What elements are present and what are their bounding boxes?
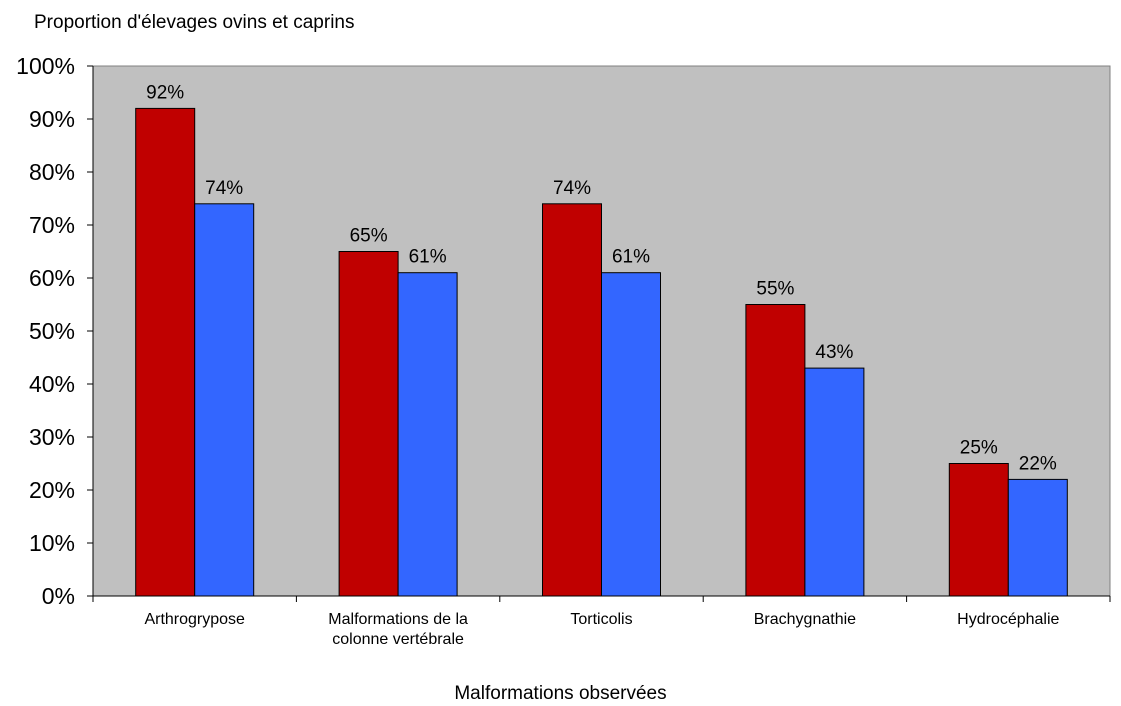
bar (397, 272, 458, 597)
bar (804, 367, 865, 597)
x-tick-label: Arthrogrypose (144, 611, 245, 628)
data-label: 61% (409, 247, 447, 268)
data-label: 55% (756, 279, 794, 300)
x-axis: Arthrogrypose Malformations de la colonne … (92, 595, 1111, 648)
data-label: 74% (553, 178, 591, 199)
y-axis: 0% 10% 20% 30% 40% 50% 60% 70% 80% 90% 100% (16, 53, 94, 609)
bar (194, 203, 255, 597)
y-tick-label: 60% (29, 265, 75, 291)
y-tick-label: 100% (16, 53, 75, 79)
y-tick-label: 50% (29, 318, 75, 344)
bar (1007, 478, 1068, 597)
data-label: 22% (1019, 453, 1057, 474)
y-tick-label: 30% (29, 424, 75, 450)
data-label: 25% (960, 438, 998, 459)
y-tick-label: 20% (29, 477, 75, 503)
data-label: 61% (612, 247, 650, 268)
y-tick-label: 70% (29, 212, 75, 238)
x-axis-title: Malformations observées (454, 683, 667, 704)
bar (745, 304, 806, 597)
y-tick-label: 80% (29, 159, 75, 185)
data-label: 65% (350, 226, 388, 247)
bars (135, 107, 1068, 597)
y-tick-label: 40% (29, 371, 75, 397)
bar (601, 272, 661, 597)
x-tick-label: Torticolis (570, 611, 632, 628)
data-label: 74% (205, 178, 243, 199)
y-tick-label: 10% (29, 530, 75, 556)
x-tick-label: Brachygnathie (754, 611, 856, 628)
data-label: 43% (815, 342, 853, 363)
y-tick-label: 90% (29, 106, 75, 132)
x-tick-label: Hydrocéphalie (957, 611, 1059, 628)
x-tick-label: Malformations de la colonne vertébrale (328, 611, 468, 648)
bar (542, 203, 602, 597)
y-axis-title: Proportion d'élevages ovins et caprins (34, 12, 355, 33)
data-labels: 92% 65% 74% 55% 25% 74% 61% 61% 43% 22% (146, 82, 1057, 474)
bar (948, 463, 1009, 597)
bar (338, 251, 399, 597)
bar (135, 107, 196, 597)
y-tick-label: 0% (42, 583, 75, 609)
data-label: 92% (146, 82, 184, 103)
